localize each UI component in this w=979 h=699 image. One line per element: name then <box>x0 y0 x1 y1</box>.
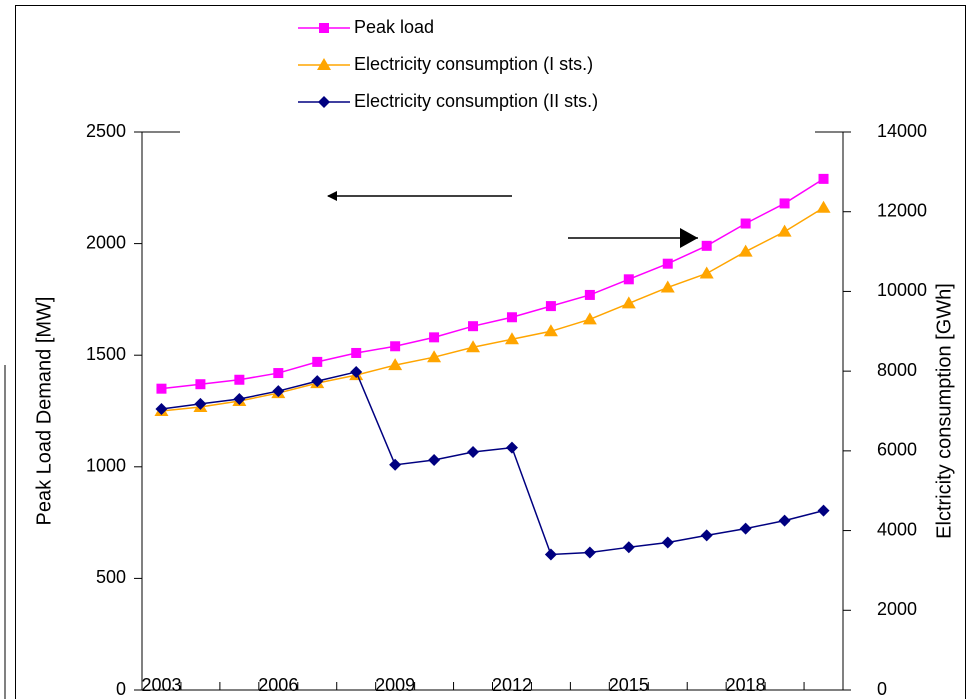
marker <box>778 514 791 527</box>
marker <box>816 200 831 213</box>
marker <box>390 341 401 352</box>
marker <box>777 224 792 237</box>
marker <box>273 368 284 379</box>
marker <box>700 529 713 542</box>
marker <box>388 358 403 371</box>
marker <box>234 374 245 385</box>
y2-tick-label: 0 <box>877 679 887 699</box>
marker <box>351 347 362 358</box>
x-tick-label: 2003 <box>141 675 181 695</box>
y2-tick-label: 4000 <box>877 519 917 539</box>
marker <box>699 266 714 279</box>
series-line <box>161 207 824 412</box>
marker <box>319 23 329 33</box>
marker <box>429 332 440 343</box>
marker <box>318 96 330 108</box>
marker <box>233 393 246 406</box>
y-tick-label: 0 <box>116 679 126 699</box>
y2-tick-label: 6000 <box>877 440 917 460</box>
marker <box>389 458 402 471</box>
marker <box>740 218 751 229</box>
x-tick-label: 2009 <box>375 675 415 695</box>
marker <box>317 58 331 70</box>
marker <box>504 332 519 345</box>
marker <box>583 546 596 559</box>
y-tick-label: 1000 <box>86 456 126 476</box>
marker <box>739 522 752 535</box>
y2-tick-label: 8000 <box>877 360 917 380</box>
y2-tick-label: 2000 <box>877 599 917 619</box>
marker <box>817 504 830 517</box>
marker <box>660 280 675 293</box>
y-tick-label: 2000 <box>86 232 126 252</box>
x-tick-label: 2012 <box>492 675 532 695</box>
y-tick-label: 2500 <box>86 121 126 141</box>
marker <box>544 548 557 561</box>
marker <box>623 274 634 285</box>
marker <box>194 397 207 410</box>
y2-tick-label: 12000 <box>877 200 927 220</box>
marker <box>818 173 829 184</box>
marker <box>543 324 558 337</box>
x-tick-label: 2015 <box>609 675 649 695</box>
marker <box>156 383 167 394</box>
marker <box>468 321 479 332</box>
chart-frame <box>15 5 966 699</box>
marker <box>662 258 673 269</box>
marker <box>582 312 597 325</box>
marker <box>155 403 168 416</box>
y2-axis-label: Elctricity consumption [GWh] <box>933 283 955 539</box>
y2-tick-label: 14000 <box>877 121 927 141</box>
marker <box>466 340 481 353</box>
marker <box>584 289 595 300</box>
marker <box>545 301 556 312</box>
marker <box>272 385 285 398</box>
series-line <box>161 178 824 390</box>
marker <box>312 356 323 367</box>
x-tick-label: 2006 <box>258 675 298 695</box>
y2-tick-label: 10000 <box>877 280 927 300</box>
y-tick-label: 500 <box>96 567 126 587</box>
marker <box>195 379 206 390</box>
marker <box>622 541 635 554</box>
y-tick-label: 1500 <box>86 344 126 364</box>
marker <box>661 536 674 549</box>
x-tick-label: 2018 <box>726 675 766 695</box>
y-axis-label: Peak Load Demand [MW] <box>33 297 55 526</box>
legend-label: Electricity consumption (I sts.) <box>354 54 593 74</box>
marker <box>506 312 517 323</box>
marker <box>428 454 441 467</box>
marker <box>779 198 790 209</box>
marker <box>311 375 324 388</box>
marker <box>621 296 636 309</box>
marker <box>427 350 442 363</box>
legend-label: Electricity consumption (II sts.) <box>354 91 598 111</box>
legend-label: Peak load <box>354 17 434 37</box>
marker <box>467 446 480 459</box>
series-line <box>161 371 824 556</box>
marker <box>350 365 363 378</box>
marker <box>505 441 518 454</box>
marker <box>738 244 753 257</box>
marker <box>701 240 712 251</box>
